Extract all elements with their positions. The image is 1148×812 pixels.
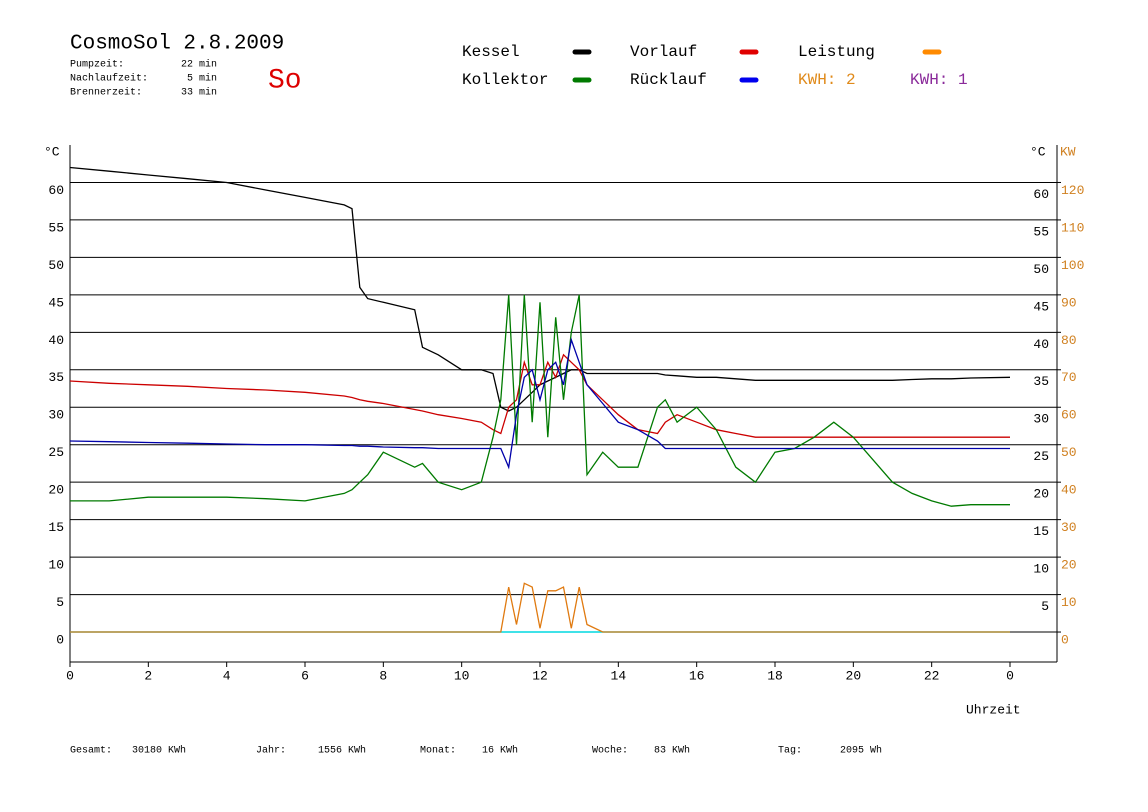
kwh-label: KWH: 1 xyxy=(910,71,968,89)
y2-tick-label: 50 xyxy=(1061,445,1077,460)
y-tick-label: 35 xyxy=(48,370,64,385)
info-label: Nachlaufzeit: xyxy=(70,73,148,85)
y2-tick-label: 10 xyxy=(1061,595,1077,610)
y-axis-unit-right: °C xyxy=(1030,144,1046,159)
series-line xyxy=(69,337,1010,470)
x-tick-label: 12 xyxy=(532,668,548,683)
y2-tick-label: 20 xyxy=(1061,558,1077,573)
series-line xyxy=(69,166,1011,412)
y-tick-label: 60 xyxy=(48,183,64,198)
y-tick-label-right: 50 xyxy=(1033,262,1049,277)
y-tick-label-right: 30 xyxy=(1033,412,1049,427)
info-value: 33 min xyxy=(181,87,217,99)
y2-tick-label: 90 xyxy=(1061,295,1077,310)
y2-tick-label: 60 xyxy=(1061,408,1077,423)
y2-axis-unit: KW xyxy=(1060,144,1076,159)
info-value: 22 min xyxy=(181,59,217,71)
legend-label: Leistung xyxy=(798,43,875,61)
x-axis-label: Uhrzeit xyxy=(966,702,1021,717)
y-tick-label: 45 xyxy=(48,295,64,310)
y-tick-label-right: 55 xyxy=(1033,224,1049,239)
x-tick-label: 0 xyxy=(1006,668,1014,683)
x-tick-label: 6 xyxy=(301,668,309,683)
y-tick-label-right: 15 xyxy=(1033,524,1049,539)
x-tick-label: 14 xyxy=(611,668,627,683)
y2-tick-label: 70 xyxy=(1061,370,1077,385)
x-tick-label: 18 xyxy=(767,668,783,683)
legend-label: Kollektor xyxy=(462,71,548,89)
footer-value: 1556 KWh xyxy=(318,745,366,757)
y2-tick-label: 30 xyxy=(1061,520,1077,535)
x-tick-label: 0 xyxy=(66,668,74,683)
y-tick-label: 20 xyxy=(48,483,64,498)
y-tick-label: 50 xyxy=(48,258,64,273)
series-line xyxy=(70,294,1010,507)
footer-label: Monat: xyxy=(420,746,456,757)
series-line xyxy=(70,582,1010,633)
x-tick-label: 2 xyxy=(144,668,152,683)
footer-label: Woche: xyxy=(592,745,628,757)
y2-tick-label: 80 xyxy=(1061,333,1077,348)
info-label: Brennerzeit: xyxy=(70,87,142,99)
y-tick-label: 5 xyxy=(56,595,64,610)
y-tick-label-right: 5 xyxy=(1041,599,1049,614)
y-tick-label: 10 xyxy=(48,558,64,573)
x-tick-label: 4 xyxy=(223,668,231,683)
y-axis-unit: °C xyxy=(44,144,60,159)
y-tick-label-right: 25 xyxy=(1033,449,1049,464)
footer-value: 83 KWh xyxy=(654,745,690,757)
footer-value: 16 KWh xyxy=(482,745,518,757)
y-tick-label-right: 35 xyxy=(1033,374,1049,389)
y2-tick-label: 0 xyxy=(1061,632,1069,647)
y2-tick-label: 120 xyxy=(1061,183,1084,198)
info-label: Pumpzeit: xyxy=(70,59,124,71)
y-tick-label: 0 xyxy=(56,632,64,647)
legend-label: Rücklauf xyxy=(630,71,707,89)
x-tick-label: 20 xyxy=(846,668,862,683)
y-tick-label-right: 10 xyxy=(1033,562,1049,577)
y-tick-label: 15 xyxy=(48,520,64,535)
footer-label: Gesamt: xyxy=(70,746,112,757)
legend-label: Kessel xyxy=(462,43,520,61)
y2-tick-label: 40 xyxy=(1061,483,1077,498)
footer-label: Jahr: xyxy=(256,745,286,757)
series-line xyxy=(69,353,1010,438)
info-value: 5 min xyxy=(187,73,217,85)
x-tick-label: 16 xyxy=(689,668,705,683)
kwh-label: KWH: 2 xyxy=(798,71,856,89)
legend-label: Vorlauf xyxy=(630,43,697,61)
y2-tick-label: 110 xyxy=(1061,220,1084,235)
y-tick-label-right: 40 xyxy=(1033,337,1049,352)
chart-title: CosmoSol 2.8.2009 xyxy=(70,33,284,56)
y-tick-label: 40 xyxy=(48,333,64,348)
y-tick-label: 30 xyxy=(48,408,64,423)
y-tick-label-right: 60 xyxy=(1033,187,1049,202)
day-label: So xyxy=(268,65,302,96)
y-tick-label: 25 xyxy=(48,445,64,460)
x-tick-label: 10 xyxy=(454,668,470,683)
x-tick-label: 8 xyxy=(379,668,387,683)
y-tick-label-right: 20 xyxy=(1033,487,1049,502)
footer-value: 30180 KWh xyxy=(132,745,186,757)
x-tick-label: 22 xyxy=(924,668,940,683)
y-tick-label-right: 45 xyxy=(1033,299,1049,314)
y-tick-label: 55 xyxy=(48,220,64,235)
y2-tick-label: 100 xyxy=(1061,258,1084,273)
footer-value: 2095 Wh xyxy=(840,745,882,757)
footer-label: Tag: xyxy=(778,746,802,757)
